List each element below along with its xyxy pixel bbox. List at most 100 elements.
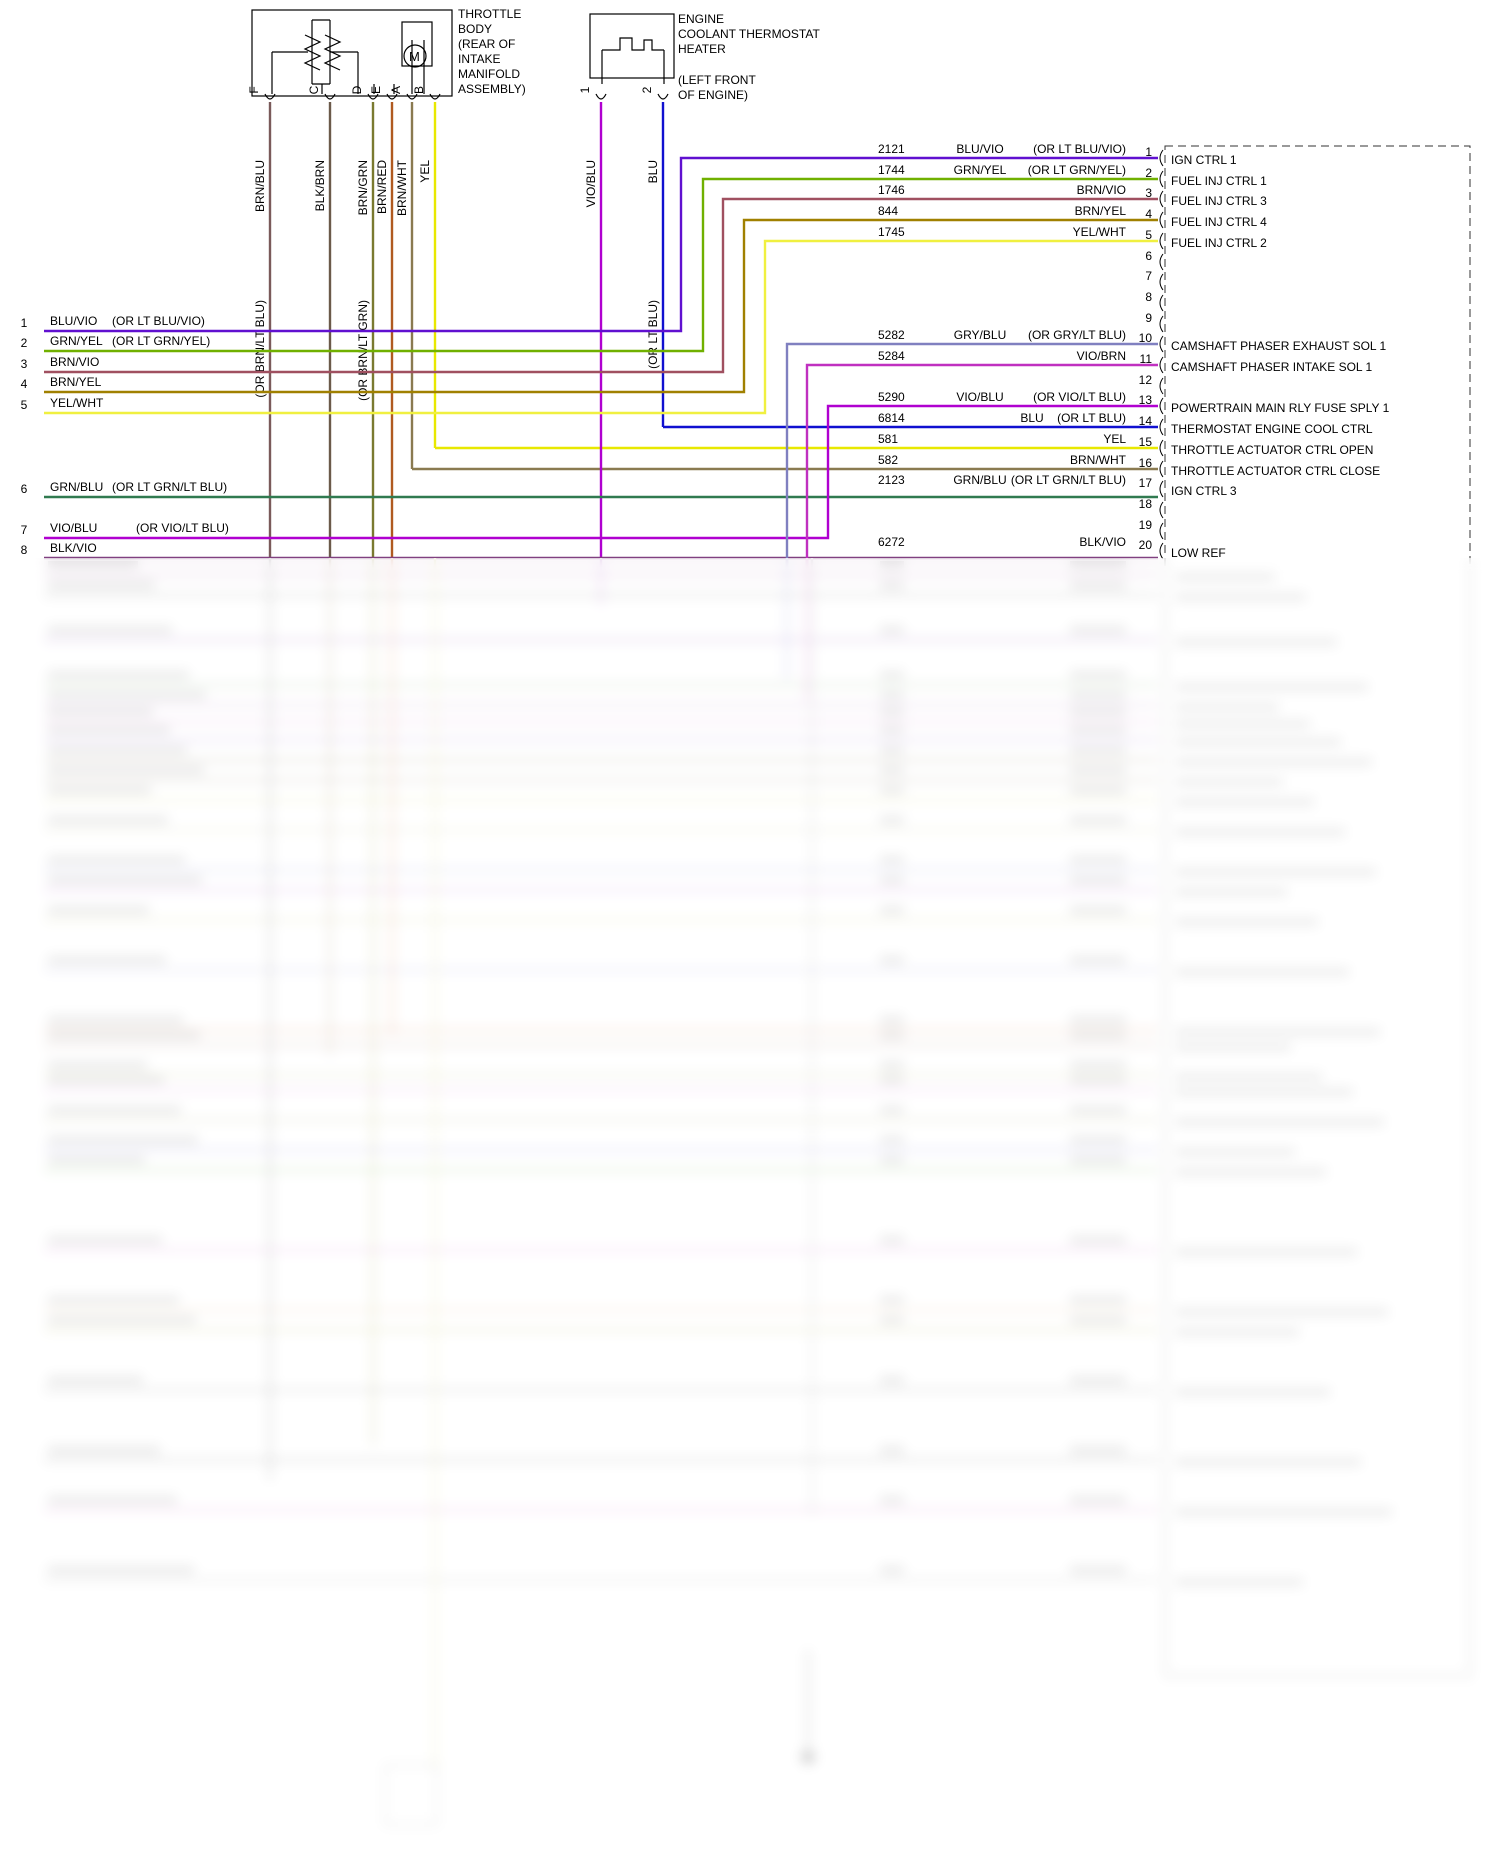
pcm-pin-function: FUEL INJ CTRL 1 <box>1171 174 1267 188</box>
pcm-pin-function: THROTTLE ACTUATOR CTRL CLOSE <box>1171 464 1380 478</box>
pcm-cavity-icon <box>1159 501 1164 519</box>
pcm-pin-labels: 1 2121 BLU/VIO (OR LT BLU/VIO) IGN CTRL 1 2 17… <box>878 142 1390 560</box>
circuit-number: 582 <box>878 453 898 467</box>
pcm-cavity-icon <box>1159 418 1164 436</box>
pcm-wire-color-label: BRN/VIO <box>1077 183 1126 197</box>
connector-cavity-icon <box>324 93 336 100</box>
pcm-wire-color-label: YEL/WHT <box>1073 225 1127 239</box>
pcm-pin-number: 12 <box>1139 373 1153 387</box>
pcm-pin-number: 2 <box>1145 166 1152 180</box>
throttle-body-line-6: ASSEMBLY) <box>458 82 526 96</box>
pcm-cavity-icon <box>1159 294 1164 312</box>
pcm-wire-alt-label: (OR LT BLU/VIO) <box>1033 142 1126 156</box>
vertical-wire-alt-label: (OR BRN/LT BLU) <box>253 300 267 398</box>
cavity-pin-label: A <box>389 86 403 94</box>
pcm-cavity-icon <box>1159 377 1164 395</box>
pcm-wire-alt-label: (OR LT BLU) <box>1057 411 1126 425</box>
cavity-pin-label: D <box>350 85 364 94</box>
left-wire-color-label: GRN/YEL <box>50 334 103 348</box>
left-wire-color-label: BLK/VIO <box>50 541 97 555</box>
pcm-pin-function: CAMSHAFT PHASER EXHAUST SOL 1 <box>1171 339 1386 353</box>
circuit-number: 5282 <box>878 328 905 342</box>
pcm-pin-function: POWERTRAIN MAIN RLY FUSE SPLY 1 <box>1171 401 1390 415</box>
pcm-cavity-icon <box>1159 190 1164 208</box>
pcm-wire-color-label: BRN/YEL <box>1075 204 1127 218</box>
pcm-pin-number: 6 <box>1145 249 1152 263</box>
pcm-wire-color-label: VIO/BLU <box>956 390 1003 404</box>
pcm-pin-number: 9 <box>1145 311 1152 325</box>
connector-cavity-icon <box>264 93 276 100</box>
left-wire-alt-label: (OR LT BLU/VIO) <box>112 314 205 328</box>
connector-cavity-icon <box>367 93 379 100</box>
pcm-wire-color-label: VIO/BRN <box>1077 349 1126 363</box>
harness-wire <box>44 156 1158 333</box>
vertical-wire-color-label: BRN/GRN <box>356 160 370 215</box>
harness-wire <box>44 404 1158 540</box>
connector-cavity-icon <box>595 93 607 100</box>
pcm-pin-function: IGN CTRL 1 <box>1171 153 1237 167</box>
left-wire-color-label: BRN/VIO <box>50 355 99 369</box>
pcm-cavity-icon <box>1159 273 1164 291</box>
pcm-pin-function: CAMSHAFT PHASER INTAKE SOL 1 <box>1171 360 1372 374</box>
pcm-cavity-icon <box>1159 460 1164 478</box>
harness-wire <box>44 197 1158 374</box>
cavity-pin-label: C <box>307 85 321 94</box>
throttle-body-line-5: MANIFOLD <box>458 67 520 81</box>
pcm-wire-color-label: GRY/BLU <box>954 328 1006 342</box>
throttle-body-component: M THROTTLE BODY (REAR OF INTAKE MANIFOLD… <box>251 7 526 97</box>
motor-symbol-text: M <box>409 49 420 64</box>
circuit-number: 6814 <box>878 411 905 425</box>
pcm-pin-number: 20 <box>1139 538 1153 552</box>
left-wire-number: 7 <box>21 523 28 537</box>
pcm-wire-alt-label: (OR LT GRN/LT BLU) <box>1011 473 1126 487</box>
connector-cavity-icon <box>429 93 441 100</box>
pcm-pin-number: 19 <box>1139 518 1153 532</box>
pcm-cavity-icon <box>1159 397 1164 415</box>
left-wire-labels: 1 BLU/VIO (OR LT BLU/VIO) 2 GRN/YEL (OR LT GR… <box>21 314 229 557</box>
vertical-wire-alt-label: (OR LT BLU) <box>646 300 660 369</box>
circuit-number: 1746 <box>878 183 905 197</box>
pcm-pin-number: 15 <box>1139 435 1153 449</box>
left-wire-color-label: BRN/YEL <box>50 375 102 389</box>
pcm-pin-number: 10 <box>1139 331 1153 345</box>
vertical-wire-color-label: YEL <box>418 160 432 183</box>
throttle-body-line-3: (REAR OF <box>458 37 515 51</box>
left-wire-color-label: BLU/VIO <box>50 314 97 328</box>
pcm-pin-number: 11 <box>1140 352 1153 366</box>
left-wire-number: 4 <box>21 377 28 391</box>
pcm-cavity-icon <box>1159 439 1164 457</box>
pcm-pin-function: FUEL INJ CTRL 4 <box>1171 215 1267 229</box>
harness-wire <box>44 239 1158 415</box>
pcm-wire-color-label: YEL <box>1103 432 1126 446</box>
vertical-wire-color-label: BLU <box>646 160 660 183</box>
cavity-pin-label: E <box>369 86 383 94</box>
throttle-body-schematic <box>271 19 433 94</box>
harness-wire <box>44 177 1158 353</box>
pcm-wire-alt-label: (OR LT GRN/YEL) <box>1028 163 1126 177</box>
thermostat-line-1: ENGINE <box>678 12 724 26</box>
circuit-number: 5284 <box>878 349 905 363</box>
pcm-pin-number: 8 <box>1145 290 1152 304</box>
vertical-wire-color-label: VIO/BLU <box>584 160 598 207</box>
pcm-cavity-icon <box>1159 170 1164 188</box>
thermostat-location-1: (LEFT FRONT <box>678 73 756 87</box>
left-wire-number: 2 <box>21 336 28 350</box>
left-wire-number: 6 <box>21 482 28 496</box>
circuit-number: 1744 <box>878 163 905 177</box>
throttle-body-line-2: BODY <box>458 22 492 36</box>
pcm-pin-function: IGN CTRL 3 <box>1171 484 1237 498</box>
left-wire-number: 1 <box>21 316 28 330</box>
pcm-pin-function: LOW REF <box>1171 546 1226 560</box>
pcm-pin-number: 5 <box>1145 228 1152 242</box>
circuit-number: 1745 <box>878 225 905 239</box>
pcm-cavity-icon <box>1159 315 1164 333</box>
pcm-wire-alt-label: (OR VIO/LT BLU) <box>1033 390 1126 404</box>
cavity-pin-label: F <box>247 86 261 93</box>
pcm-wire-color-label: GRN/BLU <box>953 473 1006 487</box>
circuit-number: 5290 <box>878 390 905 404</box>
pcm-cavity-icon <box>1159 542 1164 560</box>
pcm-pin-function: FUEL INJ CTRL 2 <box>1171 236 1267 250</box>
pcm-wire-color-label: BLK/VIO <box>1079 535 1126 549</box>
left-wire-alt-label: (OR LT GRN/YEL) <box>112 334 210 348</box>
left-wire-color-label: YEL/WHT <box>50 396 104 410</box>
